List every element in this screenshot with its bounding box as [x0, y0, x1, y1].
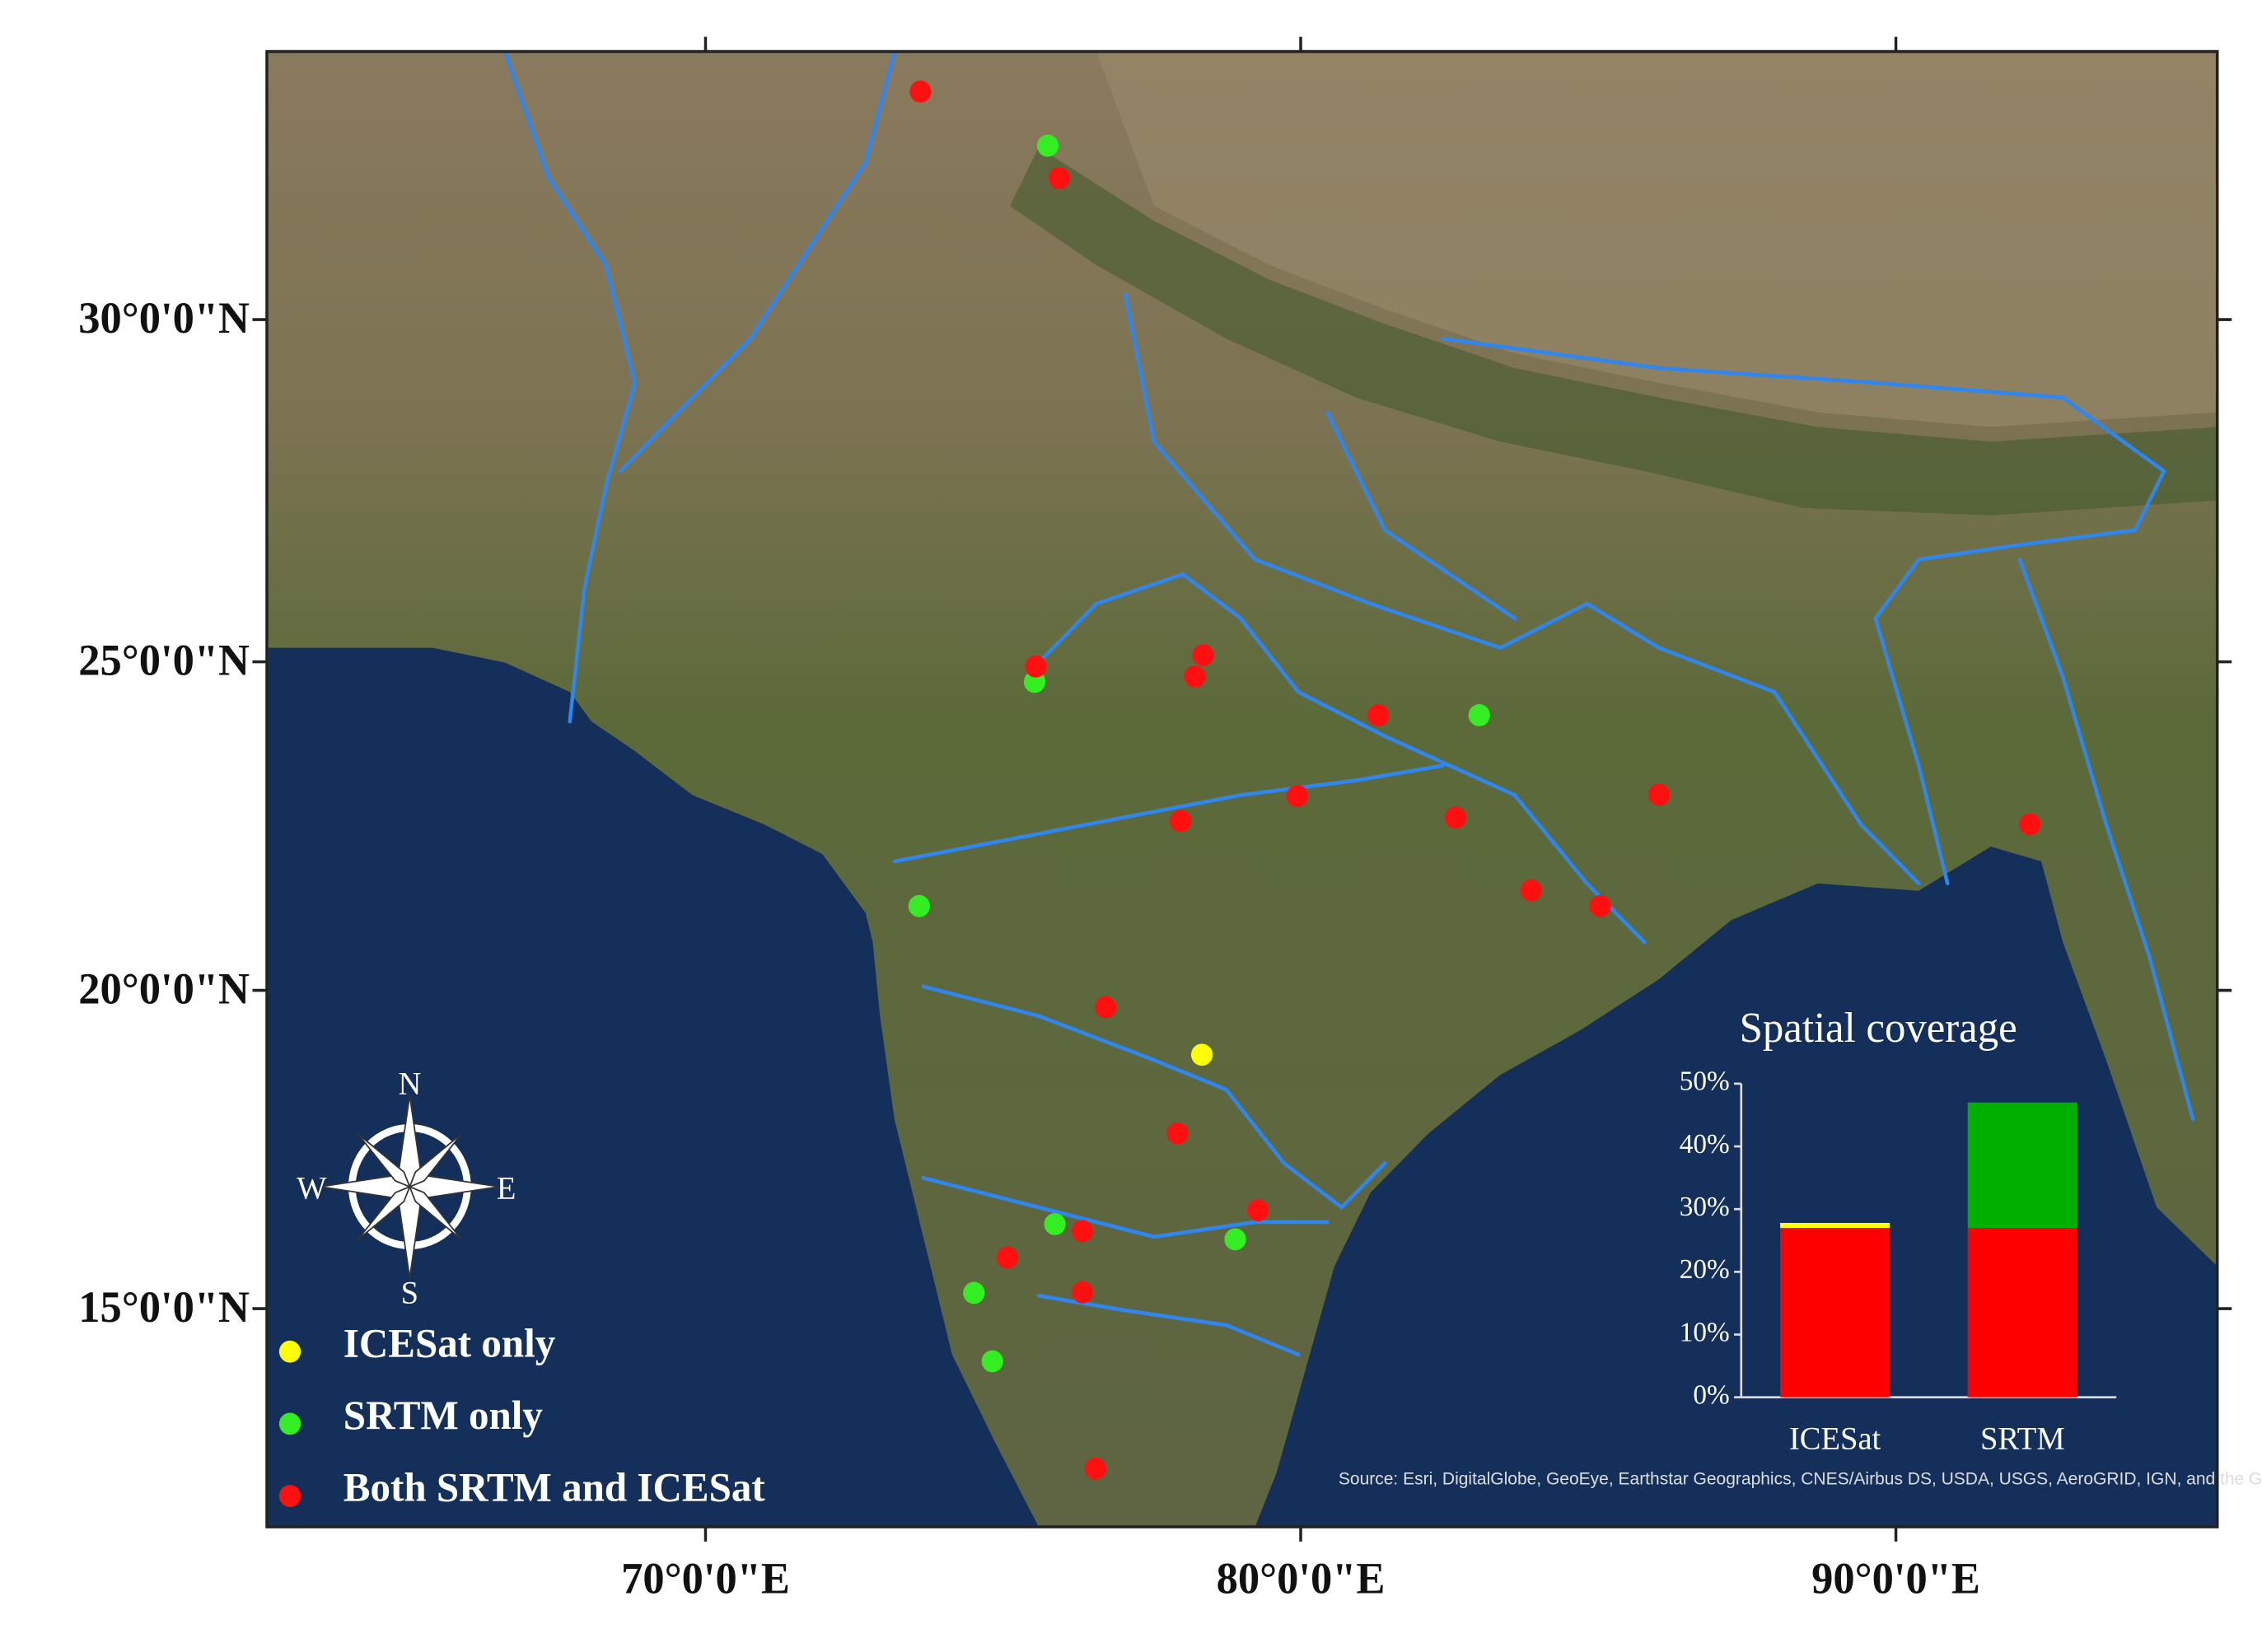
data-point: [908, 894, 931, 917]
legend-label: ICESat only: [344, 1320, 556, 1366]
river: [1325, 410, 1517, 621]
y-tick-label: 20°0'0"N: [78, 965, 250, 1014]
legend-marker: [278, 1340, 301, 1363]
bar-segment: [1967, 1228, 2077, 1398]
data-point: [1094, 996, 1117, 1019]
data-point: [996, 1246, 1018, 1269]
compass-label: W: [297, 1170, 327, 1206]
y-tick-label: 20%: [1680, 1254, 1730, 1285]
basemap: [266, 51, 2218, 1528]
data-point: [1224, 1228, 1246, 1251]
data-point: [909, 80, 932, 103]
legend-label: Both SRTM and ICESat: [344, 1464, 765, 1510]
y-tick-label: 30°0'0"N: [78, 294, 250, 343]
river: [1123, 292, 1921, 886]
data-point: [2018, 813, 2041, 836]
x-tick-label: SRTM: [1980, 1421, 2065, 1456]
y-tick-label: 50%: [1680, 1066, 1730, 1096]
data-point: [1286, 785, 1308, 807]
data-point: [1444, 806, 1467, 829]
data-point: [1520, 879, 1542, 902]
data-point: [1048, 166, 1070, 189]
y-tick-label: 0%: [1693, 1379, 1729, 1410]
compass-label: N: [398, 1066, 421, 1101]
y-tick-label: 25°0'0"N: [78, 637, 250, 685]
bar-segment: [1780, 1228, 1890, 1398]
y-tick-label: 10%: [1680, 1317, 1730, 1347]
data-point: [1367, 704, 1390, 726]
data-point: [1036, 134, 1059, 157]
bar-segment: [1967, 1102, 2077, 1229]
bar-segment: [1780, 1222, 1890, 1229]
data-point: [1166, 1122, 1189, 1145]
data-point: [1190, 1043, 1213, 1066]
y-tick-label: 15°0'0"N: [78, 1283, 250, 1332]
data-point: [1192, 644, 1214, 666]
x-tick-label: 80°0'0"E: [1217, 1555, 1386, 1603]
x-tick-label: 90°0'0"E: [1811, 1555, 1980, 1603]
data-point: [981, 1350, 1003, 1373]
compass-label: S: [401, 1275, 418, 1310]
data-point: [1071, 1220, 1093, 1243]
data-point: [1084, 1457, 1106, 1480]
data-point: [1071, 1281, 1093, 1304]
x-tick-label: ICESat: [1789, 1421, 1881, 1456]
inset-title: Spatial coverage: [1740, 1005, 2017, 1052]
legend-label: SRTM only: [344, 1393, 543, 1439]
compass: N S W E: [297, 1066, 516, 1310]
attribution: Source: Esri, DigitalGlobe, GeoEye, Eart…: [1339, 1469, 2262, 1488]
data-point: [1246, 1199, 1269, 1221]
river: [1440, 336, 2166, 886]
compass-point: [357, 1185, 411, 1241]
data-point: [963, 1281, 985, 1304]
river: [618, 51, 897, 474]
y-tick-label: 40%: [1680, 1129, 1730, 1160]
y-tick-label: 30%: [1680, 1192, 1730, 1222]
data-point: [1025, 655, 1047, 678]
tibet-plateau: [1096, 51, 2218, 427]
data-point: [1184, 665, 1206, 688]
river: [2017, 558, 2195, 1122]
river: [892, 763, 1445, 864]
x-tick-label: 70°0'0"E: [621, 1555, 790, 1603]
river: [921, 1175, 1330, 1239]
legend-marker: [278, 1485, 301, 1507]
data-point: [1647, 783, 1671, 806]
map-frame: [265, 49, 2219, 1528]
himalaya-band: [1009, 147, 2218, 516]
river: [1036, 572, 1647, 945]
data-point: [1468, 704, 1490, 726]
rivers: [502, 51, 2195, 1357]
data-point: [1044, 1213, 1066, 1235]
data-point: [1589, 894, 1611, 917]
river: [502, 51, 637, 724]
legend-marker: [278, 1412, 301, 1435]
data-point: [1169, 810, 1192, 833]
compass-label: E: [497, 1170, 516, 1206]
river: [921, 984, 1387, 1210]
